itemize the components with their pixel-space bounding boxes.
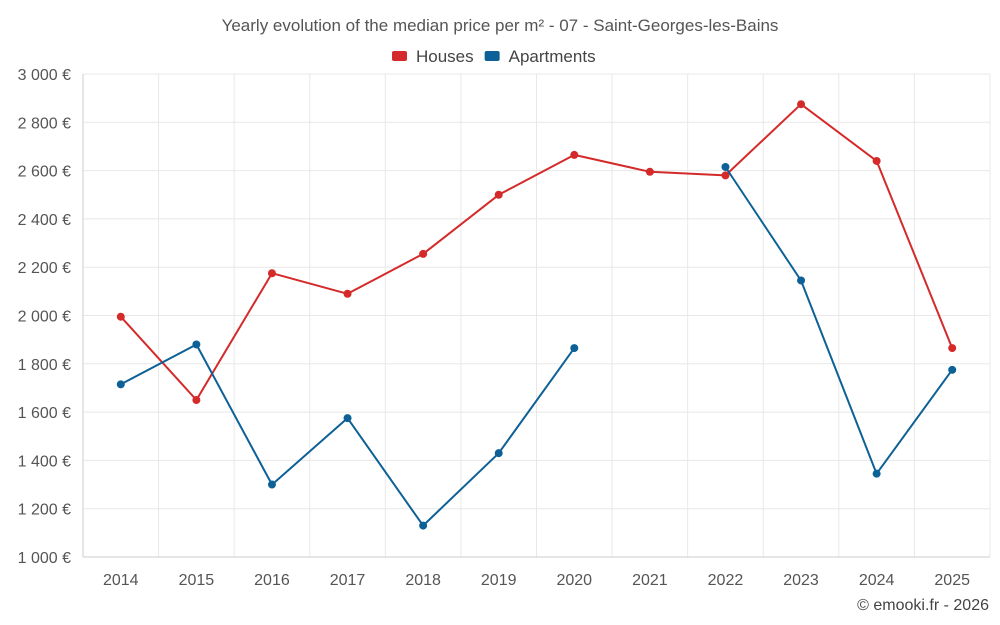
y-tick-label: 1 200 € <box>18 502 71 519</box>
data-point-apartments <box>343 414 352 423</box>
data-point-houses <box>192 396 201 405</box>
credit-text: © emooki.fr - 2026 <box>857 597 989 614</box>
series-line-houses <box>120 103 954 401</box>
y-tick-label: 2 200 € <box>18 260 71 277</box>
series-houses <box>116 100 957 405</box>
data-point-houses <box>797 100 806 109</box>
y-tick-label: 3 000 € <box>18 67 71 84</box>
data-point-apartments <box>721 162 730 171</box>
legend-label-houses: Houses <box>416 47 474 66</box>
legend-swatch-houses <box>392 51 407 61</box>
y-tick-label: 1 000 € <box>18 550 71 567</box>
data-point-apartments <box>419 521 428 530</box>
data-point-houses <box>570 150 579 159</box>
y-tick-label: 2 000 € <box>18 309 71 326</box>
x-tick-label: 2024 <box>859 572 895 589</box>
y-tick-label: 2 600 € <box>18 164 71 181</box>
y-tick-label: 2 400 € <box>18 212 71 229</box>
series-group <box>116 100 957 530</box>
legend-label-apartments: Apartments <box>509 47 596 66</box>
x-tick-label: 2016 <box>254 572 290 589</box>
data-point-houses <box>116 312 125 321</box>
y-tick-label: 2 800 € <box>18 115 71 132</box>
data-point-apartments <box>872 469 881 478</box>
axes <box>82 74 990 558</box>
data-point-apartments <box>116 380 125 389</box>
data-point-apartments <box>494 449 503 458</box>
data-point-houses <box>419 249 428 258</box>
legend: Houses Apartments <box>392 47 596 66</box>
x-tick-label: 2021 <box>632 572 668 589</box>
x-tick-label: 2023 <box>783 572 819 589</box>
x-tick-label: 2014 <box>103 572 139 589</box>
data-point-houses <box>948 344 957 353</box>
chart-title: Yearly evolution of the median price per… <box>222 16 779 35</box>
y-tick-label: 1 400 € <box>18 453 71 470</box>
x-axis-ticks: 2014 2015 2016 2017 2018 2019 2020 2021 2022 2023… <box>103 572 970 589</box>
data-point-houses <box>343 289 352 298</box>
x-tick-label: 2015 <box>179 572 215 589</box>
x-tick-label: 2019 <box>481 572 517 589</box>
x-tick-label: 2025 <box>934 572 970 589</box>
y-axis-ticks: 1 000 € 1 200 € 1 400 € 1 600 € 1 800 € 2 000… <box>18 67 71 567</box>
data-point-apartments <box>267 480 276 489</box>
x-tick-label: 2018 <box>405 572 441 589</box>
data-point-houses <box>645 167 654 176</box>
data-point-apartments <box>948 365 957 374</box>
y-tick-label: 1 600 € <box>18 405 71 422</box>
data-point-apartments <box>570 344 579 353</box>
data-point-houses <box>494 190 503 199</box>
x-tick-label: 2020 <box>556 572 592 589</box>
data-point-apartments <box>192 340 201 349</box>
y-tick-label: 1 800 € <box>18 357 71 374</box>
legend-swatch-apartments <box>484 51 500 61</box>
x-tick-label: 2017 <box>330 572 366 589</box>
data-point-apartments <box>797 276 806 285</box>
data-point-houses <box>721 171 730 180</box>
x-tick-label: 2022 <box>708 572 744 589</box>
data-point-houses <box>872 156 881 165</box>
data-point-houses <box>267 269 276 278</box>
series-apartments <box>116 162 957 530</box>
